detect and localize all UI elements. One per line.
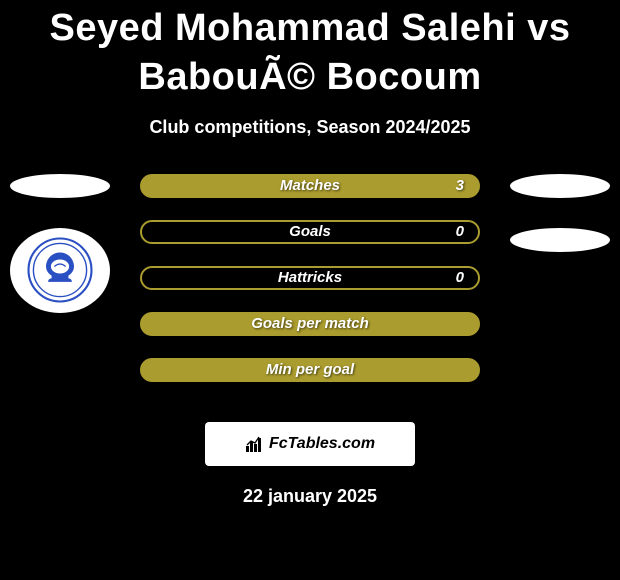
- stat-row-matches: Matches 3: [140, 174, 480, 198]
- subtitle-text: Club competitions, Season 2024/2025: [149, 117, 470, 137]
- bar-chart-icon: [245, 435, 265, 453]
- stat-row-goals: Goals 0: [140, 220, 480, 244]
- stat-value: 3: [456, 177, 464, 194]
- stat-row-min-per-goal: Min per goal: [140, 358, 480, 382]
- date-text: 22 january 2025: [243, 486, 377, 506]
- comparison-title: Seyed Mohammad Salehi vs BabouÃ© Bocoum: [0, 0, 620, 103]
- stat-rows: Matches 3 Goals 0 Hattricks 0 Goals per …: [140, 174, 480, 404]
- player-badge-placeholder: [510, 174, 610, 198]
- player-badge-placeholder: [10, 174, 110, 198]
- player-badge-placeholder: [510, 228, 610, 252]
- stat-label: Goals per match: [251, 315, 369, 332]
- right-player-badges: [510, 174, 610, 282]
- fctables-badge[interactable]: FcTables.com: [205, 422, 415, 466]
- club-logo-left: [10, 228, 110, 313]
- title-text: Seyed Mohammad Salehi vs BabouÃ© Bocoum: [50, 7, 571, 98]
- stat-label: Hattricks: [278, 269, 342, 286]
- stat-value: 0: [456, 269, 464, 286]
- stat-label: Min per goal: [266, 361, 354, 378]
- stat-row-hattricks: Hattricks 0: [140, 266, 480, 290]
- stat-label: Matches: [280, 177, 340, 194]
- stat-row-goals-per-match: Goals per match: [140, 312, 480, 336]
- subtitle: Club competitions, Season 2024/2025: [0, 117, 620, 138]
- stats-area: Matches 3 Goals 0 Hattricks 0 Goals per …: [0, 174, 620, 404]
- fctables-label: FcTables.com: [269, 435, 375, 453]
- stat-value: 0: [456, 223, 464, 240]
- left-player-badges: [10, 174, 110, 313]
- date-line: 22 january 2025: [0, 486, 620, 507]
- esteghlal-logo-icon: [25, 235, 95, 305]
- stat-label: Goals: [289, 223, 331, 240]
